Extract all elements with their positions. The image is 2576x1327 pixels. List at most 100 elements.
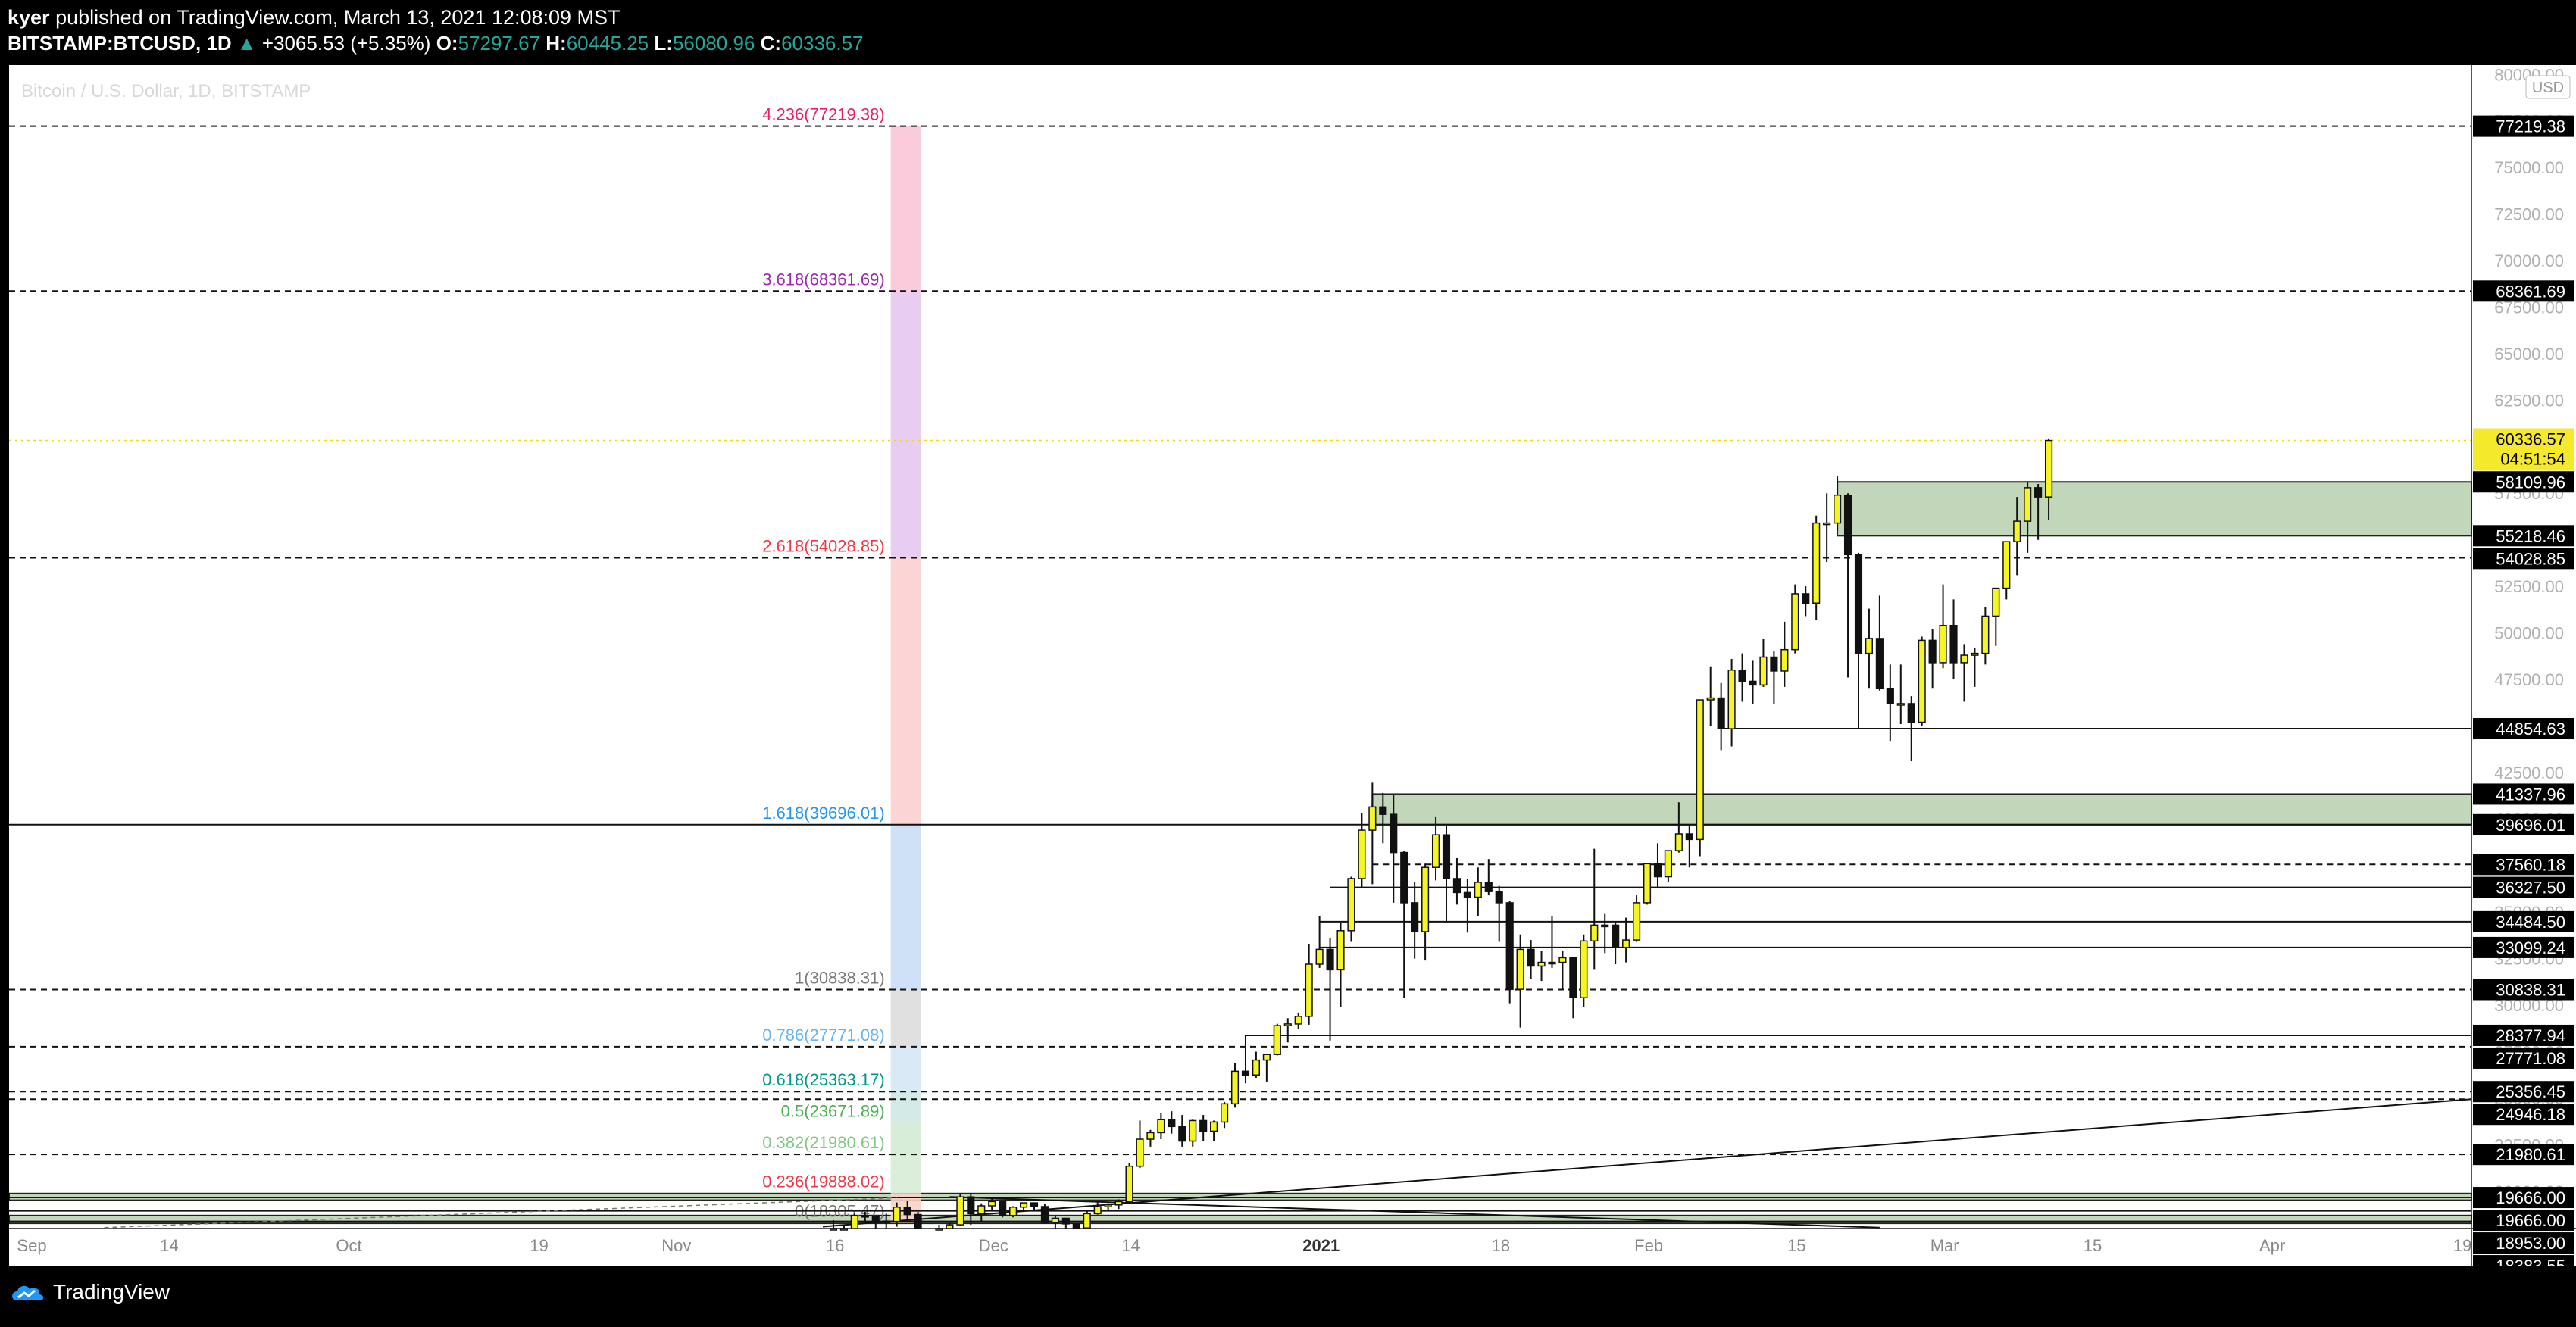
candle[interactable]: [1949, 599, 1958, 680]
candle[interactable]: [1421, 863, 1430, 961]
candle[interactable]: [1696, 699, 1704, 857]
candle[interactable]: [1189, 1119, 1197, 1147]
price-chart[interactable]: 4.236(77219.38) 3.618(68361.69) 2.618(5402…: [9, 65, 2576, 1266]
candle[interactable]: [1368, 782, 1377, 885]
candle[interactable]: [1273, 1023, 1281, 1056]
candle[interactable]: [1580, 934, 1588, 1007]
candle[interactable]: [977, 1203, 986, 1222]
candle[interactable]: [1347, 876, 1355, 942]
candle[interactable]: [1918, 636, 1926, 726]
candle[interactable]: [1452, 857, 1462, 905]
candle[interactable]: [1104, 1203, 1112, 1210]
candle[interactable]: [1738, 653, 1746, 702]
candle[interactable]: [967, 1193, 975, 1226]
candle[interactable]: [1875, 595, 1884, 691]
price-level-tag[interactable]: 44854.63: [2473, 718, 2574, 740]
candle[interactable]: [1241, 1035, 1250, 1084]
price-level-tag[interactable]: 34484.50: [2473, 910, 2574, 932]
candle[interactable]: [850, 1213, 858, 1229]
candle[interactable]: [1484, 859, 1493, 896]
candle[interactable]: [1305, 943, 1313, 1025]
candle[interactable]: [1907, 696, 1915, 762]
price-level-tag[interactable]: 33099.24: [2473, 936, 2574, 958]
candle[interactable]: [1843, 493, 1852, 678]
candle[interactable]: [1727, 658, 1736, 747]
falling-trend-line[interactable]: [949, 1196, 1880, 1229]
price-level-tag[interactable]: 37560.18: [2473, 854, 2574, 876]
candle[interactable]: [1379, 792, 1387, 844]
candle[interactable]: [1569, 957, 1577, 1019]
candle[interactable]: [988, 1198, 996, 1211]
candle[interactable]: [1442, 824, 1451, 923]
candle[interactable]: [1463, 878, 1471, 933]
candle[interactable]: [1093, 1202, 1102, 1215]
candle[interactable]: [1632, 895, 1641, 942]
price-level-tag[interactable]: 77219.38: [2473, 115, 2574, 137]
candle[interactable]: [1674, 802, 1683, 853]
candle[interactable]: [1136, 1120, 1144, 1169]
price-level-tag[interactable]: 27771.08: [2473, 1047, 2574, 1069]
candle[interactable]: [1157, 1113, 1165, 1140]
price-level-tag[interactable]: 18953.00: [2473, 1232, 2574, 1254]
candle[interactable]: [1622, 917, 1630, 963]
candle[interactable]: [1886, 664, 1894, 742]
candle[interactable]: [2013, 497, 2021, 576]
candle[interactable]: [1262, 1053, 1271, 1082]
support-zone[interactable]: [9, 1214, 2472, 1225]
candle[interactable]: [1643, 863, 1652, 905]
price-level-tag[interactable]: 19666.00: [2473, 1210, 2574, 1232]
candle[interactable]: [1791, 584, 1799, 654]
publisher-name[interactable]: kyer: [8, 6, 50, 29]
candle[interactable]: [1199, 1115, 1208, 1141]
candle[interactable]: [839, 1225, 849, 1231]
candle[interactable]: [1823, 493, 1831, 563]
candle[interactable]: [1252, 1051, 1260, 1078]
candle[interactable]: [1653, 843, 1662, 888]
price-level-tag[interactable]: 55218.46: [2473, 525, 2574, 547]
candle[interactable]: [1178, 1115, 1186, 1147]
candle[interactable]: [1812, 515, 1821, 620]
price-level-tag[interactable]: 39696.01: [2473, 813, 2574, 835]
candle[interactable]: [1527, 940, 1535, 979]
price-level-tag[interactable]: 28377.94: [2473, 1024, 2574, 1046]
candle[interactable]: [935, 1225, 943, 1231]
candle[interactable]: [1854, 552, 1863, 729]
candle[interactable]: [914, 1211, 922, 1229]
price-level-tag[interactable]: 18383.55: [2473, 1255, 2574, 1266]
candle[interactable]: [2044, 438, 2053, 520]
candle[interactable]: [882, 1213, 890, 1229]
candle[interactable]: [1558, 951, 1567, 991]
candle[interactable]: [903, 1201, 911, 1219]
candle[interactable]: [1061, 1217, 1070, 1229]
candle[interactable]: [1685, 824, 1693, 868]
candle[interactable]: [2034, 483, 2043, 540]
candle[interactable]: [1780, 621, 1789, 687]
candle[interactable]: [1336, 923, 1345, 1007]
candle[interactable]: [1040, 1204, 1049, 1224]
candle[interactable]: [1230, 1063, 1240, 1108]
time-axis-background[interactable]: [9, 1229, 2471, 1266]
candle[interactable]: [1759, 638, 1768, 687]
candle[interactable]: [1834, 476, 1842, 531]
candle[interactable]: [1221, 1101, 1229, 1129]
candle[interactable]: [1664, 850, 1672, 882]
candle[interactable]: [946, 1222, 954, 1229]
candle[interactable]: [1939, 584, 1947, 669]
price-level-tag[interactable]: 58109.96: [2473, 471, 2574, 493]
candle[interactable]: [1283, 1018, 1292, 1043]
candle[interactable]: [1601, 913, 1609, 954]
tradingview-logo[interactable]: TradingView: [9, 1280, 170, 1304]
candle[interactable]: [1590, 848, 1599, 970]
support-zone[interactable]: [1837, 481, 2472, 537]
price-level-tag[interactable]: 68361.69: [2473, 280, 2574, 302]
candle[interactable]: [1009, 1206, 1018, 1218]
candle[interactable]: [1495, 885, 1503, 942]
price-level-tag[interactable]: 41337.96: [2473, 783, 2574, 805]
candle[interactable]: [1537, 951, 1546, 982]
candle[interactable]: [1390, 795, 1398, 903]
candle[interactable]: [1315, 916, 1324, 968]
candle[interactable]: [1770, 651, 1778, 704]
currency-badge[interactable]: [2525, 75, 2571, 99]
candle[interactable]: [1114, 1199, 1123, 1210]
